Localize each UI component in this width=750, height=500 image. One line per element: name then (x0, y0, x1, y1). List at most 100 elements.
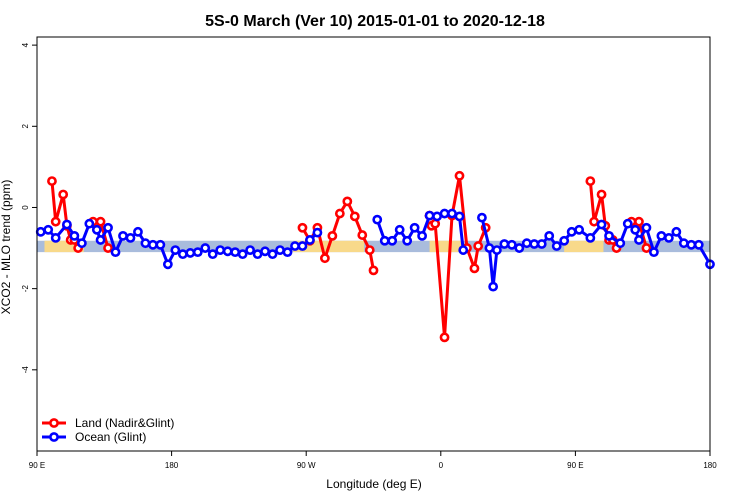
data-point (47, 176, 57, 186)
y-axis: -4 -2 0 2 4 (21, 42, 37, 373)
data-point (50, 233, 61, 243)
data-point (297, 222, 308, 233)
data-point (488, 281, 499, 292)
data-point (267, 249, 278, 260)
data-point (334, 208, 345, 219)
data-point (544, 230, 555, 241)
data-point (491, 245, 502, 255)
data-point (35, 226, 46, 237)
data-point (439, 332, 450, 343)
data-point (417, 230, 428, 241)
data-point (50, 216, 61, 227)
x-tick-label: 180 (165, 461, 179, 470)
data-point (649, 247, 659, 258)
data-point (473, 241, 484, 251)
data-point (458, 245, 469, 255)
orange-band (429, 240, 464, 253)
x-tick-label: 0 (439, 461, 444, 470)
data-point (76, 238, 87, 249)
legend: Land (Nadir&Glint)Ocean (Glint) (42, 416, 174, 444)
data-point (559, 235, 570, 246)
data-point (327, 230, 338, 241)
data-point (604, 230, 614, 241)
data-point (521, 238, 532, 249)
x-tick-label: 90 E (567, 461, 583, 470)
data-point (671, 226, 682, 237)
data-point (402, 235, 413, 246)
data-point (148, 239, 158, 250)
x-tick-label: 90 W (297, 461, 316, 470)
data-point (357, 230, 368, 240)
data-point (133, 226, 143, 237)
orange-band (44, 240, 84, 253)
data-point (297, 241, 308, 251)
data-point (484, 243, 495, 253)
series-0 (47, 170, 652, 343)
legend-marker (49, 432, 59, 442)
data-point (43, 224, 54, 235)
data-point (529, 239, 540, 249)
data-point (319, 253, 330, 264)
data-point (260, 246, 270, 257)
data-point (200, 243, 211, 253)
data-point (155, 239, 166, 250)
data-point (693, 239, 704, 250)
data-point (252, 249, 263, 260)
data-point (656, 230, 667, 241)
data-point (454, 211, 465, 222)
data-point (368, 265, 379, 276)
data-point (290, 241, 300, 251)
data-point (585, 233, 596, 243)
data-point (469, 263, 480, 274)
data-point (312, 227, 323, 238)
data-point (215, 245, 226, 255)
data-point (118, 230, 128, 241)
data-point (282, 247, 293, 258)
y-tick-label: -2 (21, 285, 30, 293)
data-point (432, 211, 442, 222)
data-point (207, 249, 218, 260)
data-point (589, 216, 599, 227)
data-point (342, 196, 353, 207)
data-point (574, 224, 585, 235)
y-tick-label: 4 (21, 42, 30, 47)
data-point (237, 249, 248, 260)
data-point (566, 226, 577, 237)
orange-band (564, 240, 604, 253)
series-layer (35, 170, 715, 343)
data-point (506, 239, 517, 250)
data-point (84, 218, 95, 229)
data-point (230, 247, 241, 258)
data-point (439, 208, 450, 219)
data-point (622, 218, 633, 229)
x-axis: 90 E 180 90 W 0 90 E 180 (29, 451, 717, 470)
data-point (245, 245, 256, 255)
data-point (222, 246, 233, 257)
data-point (409, 222, 420, 233)
data-point (477, 212, 487, 223)
data-point (91, 224, 102, 235)
chart-title: 5S-0 March (Ver 10) 2015-01-01 to 2020-1… (205, 13, 545, 30)
data-point (686, 239, 697, 250)
data-point (125, 233, 136, 243)
data-point (110, 247, 121, 258)
data-point (596, 189, 607, 200)
data-point (514, 243, 525, 253)
series-line (429, 174, 488, 339)
data-point (372, 214, 383, 225)
data-point (58, 189, 69, 200)
data-point (95, 216, 106, 227)
data-point (349, 211, 360, 222)
data-point (170, 245, 181, 255)
x-tick-label: 90 E (29, 461, 45, 470)
x-tick-label: 180 (703, 461, 717, 470)
data-point (663, 233, 674, 243)
data-point (62, 219, 72, 230)
data-point (275, 245, 285, 255)
data-point (364, 245, 375, 255)
data-point (69, 230, 80, 241)
y-tick-label: 2 (21, 124, 30, 129)
legend-label: Land (Nadir&Glint) (75, 416, 174, 430)
data-point (177, 249, 188, 260)
